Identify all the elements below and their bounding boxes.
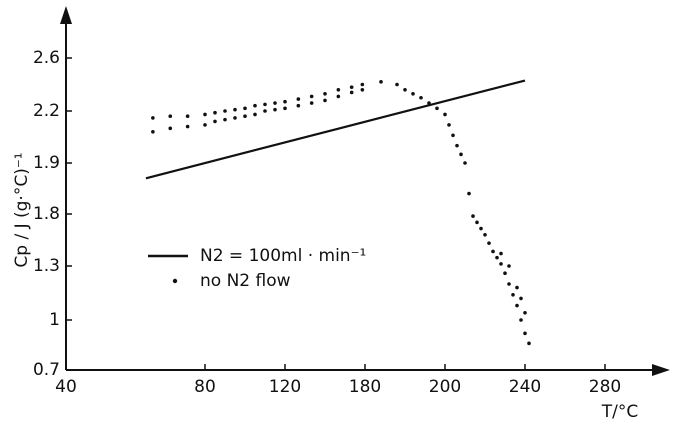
data-dot <box>151 130 155 134</box>
data-dot <box>463 161 467 165</box>
n2-line <box>145 79 526 180</box>
data-dot <box>185 114 190 118</box>
data-dot <box>360 82 365 87</box>
data-dot <box>487 241 491 245</box>
data-dot <box>479 226 483 231</box>
x-tick-label: 280 <box>589 377 621 397</box>
x-tick-label: 80 <box>194 377 216 397</box>
data-dot <box>296 103 301 108</box>
data-dot <box>273 107 277 112</box>
x-tick-label: 40 <box>55 377 77 397</box>
data-dot <box>185 124 190 129</box>
legend-dot <box>172 278 178 284</box>
x-tick-label: 180 <box>349 377 381 397</box>
data-dot <box>435 106 439 111</box>
data-dot <box>427 101 431 105</box>
data-dot <box>515 303 519 308</box>
data-dot <box>168 126 173 131</box>
legend-label: N2 = 100ml · min⁻¹ <box>200 246 366 266</box>
data-dot <box>511 293 515 297</box>
y-arrow <box>60 6 72 24</box>
data-dot <box>451 133 455 138</box>
data-dot <box>447 123 451 127</box>
data-dot <box>471 214 475 218</box>
data-dot <box>519 296 523 301</box>
data-dot <box>323 98 327 103</box>
data-dot <box>253 103 257 108</box>
x-tick-label: 120 <box>269 377 301 397</box>
data-dot <box>283 106 287 111</box>
data-dot <box>151 116 155 120</box>
data-dot <box>168 114 173 118</box>
data-dot <box>213 119 217 124</box>
data-dot <box>203 123 207 127</box>
data-dot <box>455 143 459 148</box>
legend-label: no N2 flow <box>200 271 291 291</box>
data-dot <box>296 97 301 101</box>
data-dot <box>263 109 267 113</box>
data-dot <box>233 107 237 112</box>
data-dot <box>411 91 415 96</box>
data-dot <box>379 80 383 84</box>
y-tick-label: 1.9 <box>33 153 60 173</box>
x-tick-label: 200 <box>429 377 461 397</box>
data-dot <box>223 109 227 113</box>
data-dot <box>527 341 531 346</box>
data-dot <box>443 112 447 117</box>
y-tick-label: 2.6 <box>33 48 60 68</box>
data-dot <box>336 94 341 99</box>
data-dot <box>523 331 527 336</box>
data-dot <box>515 285 519 290</box>
x-tick-label: 240 <box>509 377 541 397</box>
data-dot <box>499 251 503 256</box>
data-dot <box>419 95 423 100</box>
data-dot <box>243 106 247 111</box>
data-dot <box>491 249 495 254</box>
data-dot <box>349 90 354 95</box>
y-tick-label: 1.3 <box>33 256 60 276</box>
data-dot <box>519 318 523 322</box>
data-dot <box>233 116 237 120</box>
data-dot <box>309 94 314 99</box>
y-tick-label: 2.2 <box>33 101 60 121</box>
data-dot <box>459 152 463 157</box>
data-dot <box>253 112 257 117</box>
data-dot <box>507 282 511 286</box>
y-tick-label: 1.8 <box>33 204 60 224</box>
data-dot <box>403 88 407 92</box>
data-dot <box>507 264 511 268</box>
data-dot <box>395 82 399 87</box>
data-dot <box>349 85 354 89</box>
y-tick-label: 0.7 <box>33 360 60 380</box>
data-dot <box>203 112 207 117</box>
data-dot <box>483 233 487 237</box>
data-dot <box>273 101 277 105</box>
x-axis-label: T/°C <box>601 402 638 422</box>
data-dot <box>475 220 479 225</box>
data-dot <box>309 101 314 105</box>
data-dot <box>263 102 267 107</box>
data-dot <box>213 110 217 115</box>
data-dot <box>499 262 503 266</box>
data-dot <box>223 117 227 122</box>
data-dot <box>243 114 247 118</box>
data-dot <box>360 88 365 92</box>
data-dot <box>283 99 287 104</box>
data-dot <box>323 91 327 96</box>
data-dot <box>523 311 527 315</box>
y-tick-label: 1 <box>49 310 60 330</box>
data-dot <box>503 271 507 276</box>
data-dot <box>467 191 471 196</box>
data-dot <box>495 255 499 260</box>
y-axis-label: Cp / J (g·°C)⁻¹ <box>12 152 32 267</box>
x-arrow <box>652 364 670 376</box>
data-dot <box>336 88 341 92</box>
